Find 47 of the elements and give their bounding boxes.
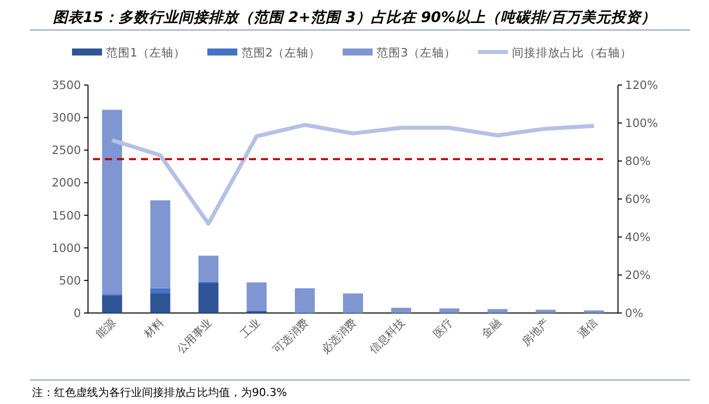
bar [536,310,556,313]
bar [488,309,508,313]
y-tick-label: 1000 [52,240,81,255]
x-tick-label: 能源 [93,316,118,341]
bar [391,308,412,313]
bar [150,288,170,294]
bar [150,200,170,288]
bar [294,288,315,313]
bar [102,295,122,313]
y-tick-label: 0 [74,306,81,320]
bar [102,110,122,294]
bar [198,256,218,282]
bar [343,293,363,313]
y2-tick-label: 40% [625,230,651,244]
legend-label: 间接排放占比（右轴） [512,46,632,60]
y2-tick-label: 80% [625,154,651,168]
y2-tick-label: 0% [625,306,644,320]
y-tick-label: 2000 [52,176,81,190]
chart-title: 图表15：多数行业间接排放（范围 2+范围 3）占比在 90%以上（吨碳排/百万美元投资） [53,9,656,26]
bar [246,282,267,312]
x-tick-label: 可选消费 [270,316,311,356]
x-tick-label: 房地产 [519,316,552,348]
x-tick-label: 金融 [478,316,504,341]
legend-label: 范围1（左轴） [106,46,186,60]
y2-tick-label: 120% [625,78,658,92]
text: 注：红色虚线为各行业间接排放占比均值，为90.3% [32,386,287,399]
bar [150,293,170,313]
y-tick-label: 2500 [52,143,81,158]
y-tick-label: 1500 [52,208,81,222]
y2-tick-label: 20% [625,268,651,282]
legend-label: 范围2（左轴） [241,46,321,60]
legend-label: 范围3（左轴） [376,46,456,60]
bar [439,308,460,313]
x-tick-label: 工业 [238,316,263,341]
x-tick-label: 信息科技 [367,316,408,356]
x-tick-label: 材料 [140,316,166,342]
x-tick-label: 医疗 [430,316,456,341]
y2-tick-label: 60% [625,192,651,206]
x-tick-label: 通信 [575,316,600,341]
y-tick-label: 3500 [52,78,81,92]
bar [198,283,218,313]
bar [584,310,604,313]
y-tick-label: 500 [59,273,81,288]
x-tick-label: 公用事业 [174,316,215,356]
x-tick-label: 必选消费 [318,316,360,356]
y-tick-label: 3000 [52,110,81,125]
y2-tick-label: 100% [625,116,658,130]
